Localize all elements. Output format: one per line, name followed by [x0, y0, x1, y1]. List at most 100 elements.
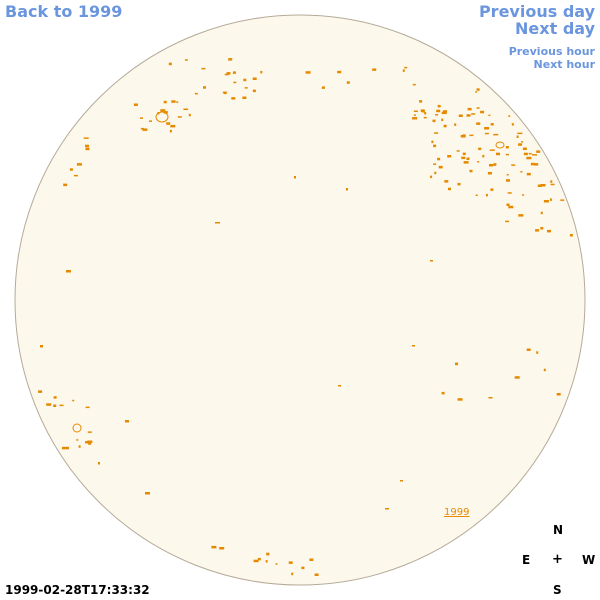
- feature-mark: [436, 109, 441, 113]
- feature-mark: [543, 200, 549, 203]
- feature-mark: [244, 87, 248, 89]
- feature-mark: [460, 135, 466, 138]
- feature-mark: [177, 116, 182, 118]
- feature-contour: [495, 141, 505, 149]
- feature-mark: [489, 164, 493, 167]
- feature-mark: [469, 169, 473, 173]
- feature-mark: [467, 107, 472, 111]
- feature-mark: [53, 404, 57, 407]
- feature-mark: [522, 147, 527, 150]
- feature-mark: [526, 156, 532, 160]
- feature-mark: [430, 175, 433, 179]
- next-hour-link[interactable]: Next hour: [533, 58, 596, 71]
- next-day-link[interactable]: Next day: [515, 19, 595, 38]
- feature-mark: [490, 188, 494, 191]
- feature-mark: [438, 165, 443, 169]
- feature-mark: [433, 163, 437, 165]
- feature-mark: [511, 123, 514, 126]
- compass-west-label: W: [582, 553, 596, 567]
- feature-mark: [526, 348, 531, 351]
- feature-mark: [535, 229, 540, 232]
- feature-mark: [506, 203, 510, 206]
- feature-mark: [88, 442, 92, 445]
- feature-mark: [266, 552, 270, 556]
- feature-mark: [550, 183, 555, 186]
- feature-mark: [424, 112, 427, 115]
- region-label-link[interactable]: 1999: [444, 507, 469, 518]
- feature-mark: [85, 406, 90, 409]
- feature-mark: [480, 110, 485, 114]
- feature-mark: [476, 122, 481, 125]
- feature-mark: [194, 92, 198, 95]
- feature-mark: [215, 222, 220, 224]
- feature-mark: [485, 193, 488, 197]
- feature-mark: [488, 397, 493, 399]
- feature-mark: [63, 183, 68, 187]
- feature-mark: [471, 113, 476, 115]
- feature-mark: [62, 446, 66, 450]
- feature-mark: [288, 561, 293, 564]
- feature-mark: [260, 70, 263, 74]
- feature-mark: [76, 163, 82, 166]
- feature-mark: [475, 91, 478, 93]
- feature-mark: [73, 174, 78, 177]
- feature-mark: [540, 227, 544, 230]
- feature-mark: [242, 96, 247, 99]
- feature-mark: [434, 132, 439, 134]
- feature-mark: [476, 107, 480, 109]
- feature-mark: [549, 198, 552, 201]
- feature-mark: [441, 118, 444, 122]
- feature-mark: [456, 150, 460, 152]
- feature-mark: [85, 144, 89, 148]
- feature-mark: [423, 116, 427, 119]
- feature-mark: [346, 188, 348, 191]
- feature-mark: [443, 110, 448, 113]
- feature-mark: [183, 108, 188, 110]
- feature-mark: [521, 141, 524, 143]
- feature-mark: [420, 109, 425, 112]
- feature-mark: [508, 205, 514, 209]
- feature-mark: [488, 114, 491, 117]
- solar-disc: [14, 14, 586, 586]
- feature-mark: [140, 127, 144, 130]
- feature-mark: [569, 234, 573, 237]
- feature-mark: [444, 180, 449, 183]
- back-to-year-link[interactable]: Back to 1999: [5, 2, 123, 21]
- feature-mark: [505, 146, 509, 149]
- feature-mark: [437, 157, 441, 161]
- feature-mark: [432, 119, 436, 123]
- feature-mark: [490, 123, 494, 126]
- feature-mark: [543, 368, 546, 372]
- feature-mark: [412, 345, 415, 347]
- feature-mark: [38, 390, 43, 393]
- feature-mark: [507, 192, 512, 194]
- feature-mark: [87, 431, 92, 433]
- previous-day-link[interactable]: Previous day: [478, 2, 595, 21]
- feature-mark: [443, 124, 447, 128]
- feature-mark: [72, 399, 75, 402]
- feature-mark: [372, 68, 377, 71]
- feature-mark: [140, 117, 143, 119]
- feature-mark: [243, 78, 247, 82]
- compass-center-icon: +: [552, 552, 563, 567]
- feature-mark: [69, 168, 73, 171]
- feature-mark: [434, 171, 437, 175]
- feature-mark: [523, 152, 528, 156]
- feature-mark: [98, 462, 100, 465]
- feature-mark: [463, 161, 469, 164]
- feature-mark: [168, 62, 172, 66]
- feature-mark: [534, 163, 539, 166]
- feature-mark: [219, 547, 225, 550]
- feature-mark: [275, 563, 278, 565]
- feature-mark: [149, 120, 152, 122]
- feature-mark: [461, 156, 466, 160]
- feature-mark: [441, 111, 447, 115]
- previous-hour-link[interactable]: Previous hour: [508, 45, 595, 58]
- feature-mark: [53, 396, 57, 399]
- feature-mark: [514, 376, 520, 379]
- feature-mark: [142, 128, 148, 131]
- feature-mark: [437, 104, 441, 108]
- feature-mark: [337, 70, 342, 74]
- feature-mark: [291, 572, 294, 576]
